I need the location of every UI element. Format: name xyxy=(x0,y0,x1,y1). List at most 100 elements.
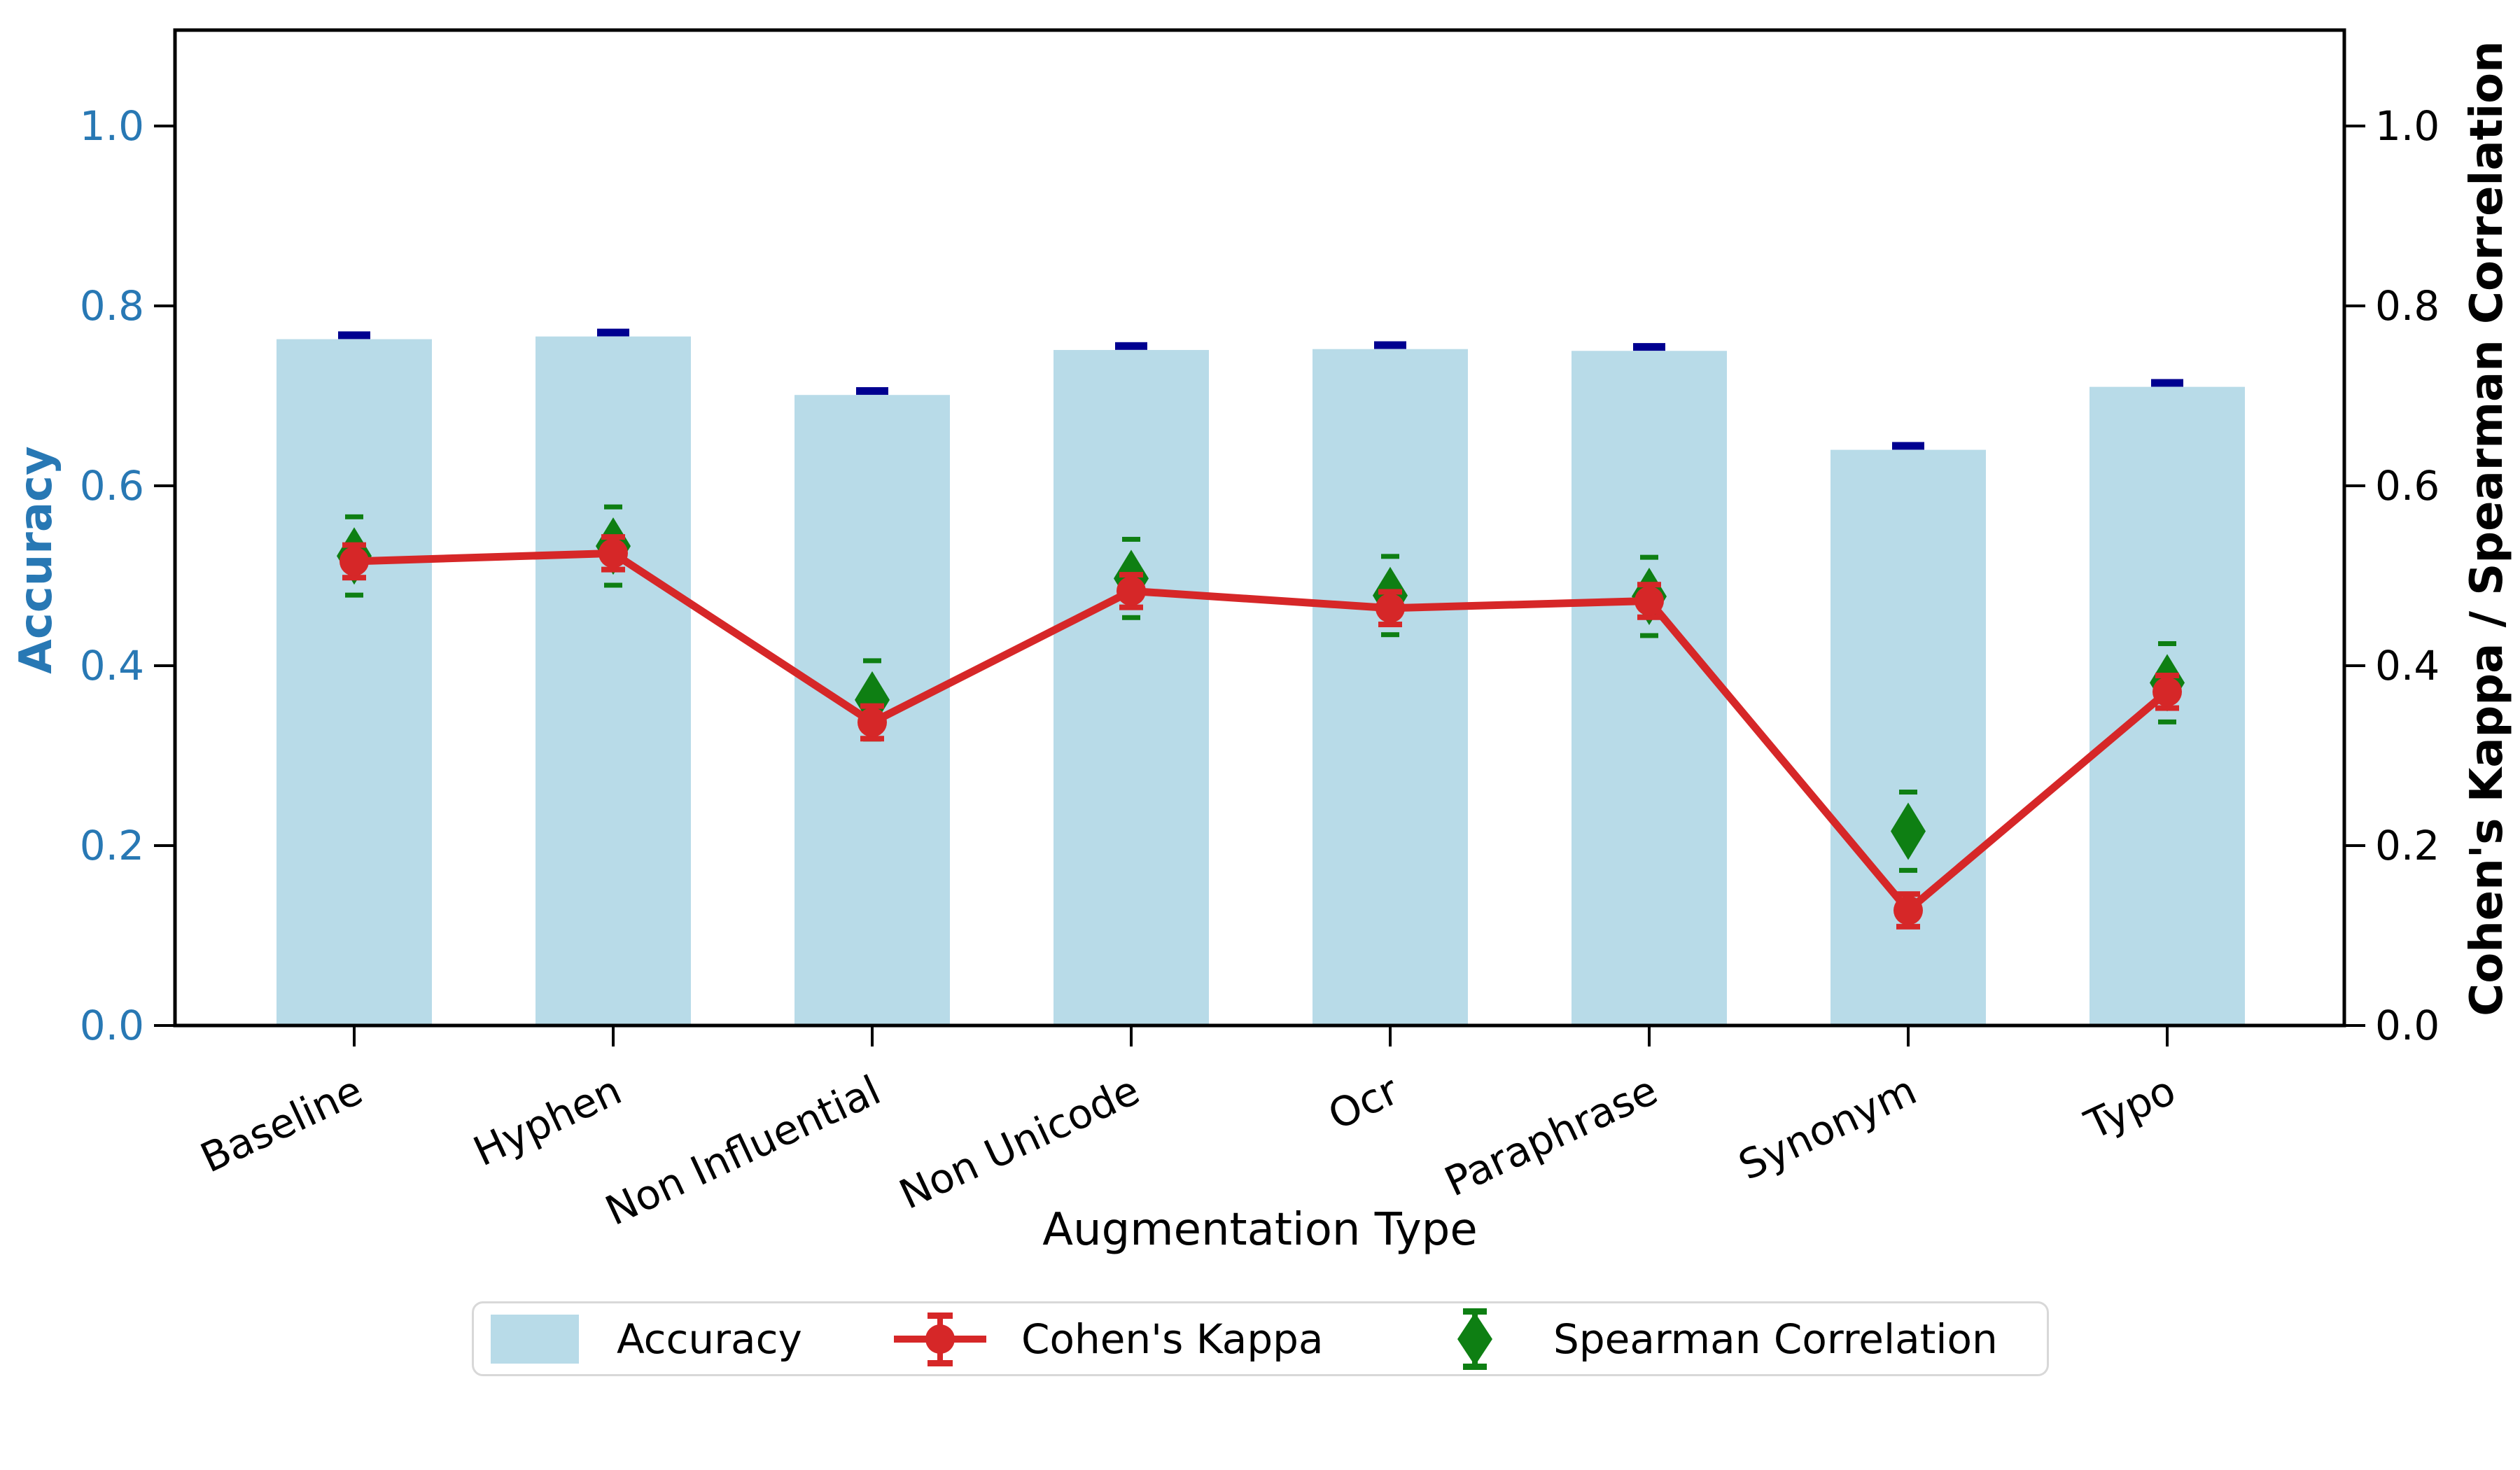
bar-errorcap-paraphrase xyxy=(1633,343,1665,351)
y-tick-label-right: 1.0 xyxy=(2375,102,2440,150)
bar-errorcap-hyphen xyxy=(597,328,629,337)
spearman-errorbar-icon xyxy=(1457,1308,1492,1370)
legend-item-spearman-label: Spearman Correlation xyxy=(1553,1303,1998,1374)
y-tick-right xyxy=(2344,125,2365,127)
y-tick-left xyxy=(154,125,175,127)
y-tick-left xyxy=(154,664,175,667)
spearman-errorcap-top xyxy=(604,504,622,510)
spearman-errorcap-bottom xyxy=(345,592,363,598)
spearman-errorcap-bottom xyxy=(1122,615,1140,620)
x-tick-label-non-unicode: Non Unicode xyxy=(892,1066,1146,1219)
spearman-errorcap-top xyxy=(345,514,363,519)
kappa-marker-non-influential xyxy=(858,707,887,737)
legend-label-accuracy: Accuracy xyxy=(617,1315,802,1363)
kappa-marker-paraphrase xyxy=(1634,586,1664,616)
kappa-errorcap-top xyxy=(601,534,625,540)
kappa-errorcap-top xyxy=(342,542,366,548)
y-tick-label-right: 0.0 xyxy=(2375,1002,2440,1049)
x-tick xyxy=(871,1026,874,1046)
legend: Accuracy Cohen's Kappa Spearman Corre xyxy=(472,1301,2049,1376)
x-tick-label-paraphrase: Paraphrase xyxy=(1438,1066,1665,1205)
bar-errorcap-non-influential xyxy=(856,387,888,396)
x-axis-label: Augmentation Type xyxy=(1042,1204,1478,1256)
spearman-errorcap-top xyxy=(1122,536,1140,542)
kappa-line xyxy=(354,549,2170,916)
legend-item-accuracy-label: Accuracy xyxy=(617,1303,802,1374)
legend-item-accuracy xyxy=(491,1303,579,1374)
y-tick-label-right: 0.2 xyxy=(2375,822,2440,869)
x-tick-label-baseline: Baseline xyxy=(193,1066,370,1182)
kappa-errorcap-bottom xyxy=(342,575,366,581)
spearman-errorcap-top xyxy=(863,658,881,664)
kappa-marker-baseline xyxy=(340,546,369,576)
kappa-errorcap-top xyxy=(1637,582,1661,588)
bar-errorcap-typo xyxy=(2151,379,2183,387)
y-tick-label-left: 0.8 xyxy=(80,282,144,330)
y-axis-label-left: Accuracy xyxy=(10,446,62,674)
legend-item-kappa-label: Cohen's Kappa xyxy=(1021,1303,1324,1374)
kappa-marker-ocr xyxy=(1376,593,1405,623)
x-tick xyxy=(1907,1026,1910,1046)
y-tick-label-left: 0.2 xyxy=(80,822,144,869)
y-axis-label-right: Cohen's Kappa / Spearman Correlation xyxy=(2461,41,2513,1016)
kappa-errorcap-bottom xyxy=(1896,923,1920,930)
y-tick-label-left: 0.4 xyxy=(80,642,144,690)
x-tick xyxy=(1130,1026,1133,1046)
spearman-errorcap-bottom xyxy=(1899,867,1917,873)
legend-item-kappa xyxy=(894,1303,992,1374)
y-tick-left xyxy=(154,304,175,307)
x-tick-label-typo: Typo xyxy=(2078,1066,2183,1149)
kappa-marker-synonym xyxy=(1893,895,1923,925)
x-tick-label-synonym: Synonym xyxy=(1732,1066,1924,1189)
spearman-errorcap-bottom xyxy=(604,582,622,588)
accuracy-swatch-icon xyxy=(491,1314,579,1364)
kappa-errorcap-top xyxy=(860,703,884,709)
bar-non-unicode xyxy=(1054,349,1209,1026)
spearman-marker-synonym xyxy=(1891,802,1926,860)
kappa-errorcap-bottom xyxy=(860,736,884,742)
kappa-marker-typo xyxy=(2152,677,2182,707)
kappa-errorcap-bottom xyxy=(1637,614,1661,620)
x-tick-label-non-influential: Non Influential xyxy=(598,1066,888,1235)
x-tick xyxy=(2166,1026,2169,1046)
x-tick xyxy=(1648,1026,1651,1046)
y-tick-label-right: 0.8 xyxy=(2375,282,2440,330)
axes-spines xyxy=(173,28,2346,1028)
kappa-errorcap-bottom xyxy=(601,566,625,573)
y-tick-label-right: 0.6 xyxy=(2375,462,2440,510)
kappa-marker-non-unicode xyxy=(1116,576,1146,606)
y-tick-right xyxy=(2344,1024,2365,1027)
y-tick-right xyxy=(2344,844,2365,847)
x-tick xyxy=(353,1026,356,1046)
spearman-errorcap-bottom xyxy=(1381,632,1399,638)
bar-synonym xyxy=(1830,449,1986,1026)
bar-ocr xyxy=(1312,349,1468,1026)
legend-item-spearman xyxy=(1443,1303,1506,1374)
bar-errorcap-baseline xyxy=(338,331,370,340)
spearman-errorcap-top xyxy=(2158,640,2176,646)
y-tick-label-right: 0.4 xyxy=(2375,642,2440,690)
spearman-errorcap-top xyxy=(1899,790,1917,795)
kappa-errorcap-top xyxy=(1119,572,1143,578)
kappa-errorcap-top xyxy=(2155,672,2179,678)
bar-paraphrase xyxy=(1572,351,1727,1026)
y-tick-left xyxy=(154,844,175,847)
y-tick-right xyxy=(2344,664,2365,667)
x-tick-label-ocr: Ocr xyxy=(1321,1066,1406,1140)
kappa-errorbar-icon xyxy=(894,1312,986,1366)
spearman-errorcap-bottom xyxy=(1640,633,1658,638)
bar-errorcap-ocr xyxy=(1374,341,1406,349)
y-tick-label-left: 1.0 xyxy=(80,102,144,150)
spearman-errorcap-top xyxy=(1640,554,1658,560)
bar-errorcap-non-unicode xyxy=(1115,342,1147,350)
y-tick-label-left: 0.6 xyxy=(80,462,144,510)
kappa-errorcap-top xyxy=(1378,589,1402,595)
kappa-errorcap-bottom xyxy=(2155,705,2179,711)
y-tick-left xyxy=(154,1024,175,1027)
y-tick-label-left: 0.0 xyxy=(80,1002,144,1049)
bar-errorcap-synonym xyxy=(1892,442,1924,450)
kappa-errorcap-bottom xyxy=(1119,604,1143,610)
y-tick-right xyxy=(2344,484,2365,487)
kappa-marker-hyphen xyxy=(598,538,628,568)
bar-hyphen xyxy=(536,336,691,1026)
